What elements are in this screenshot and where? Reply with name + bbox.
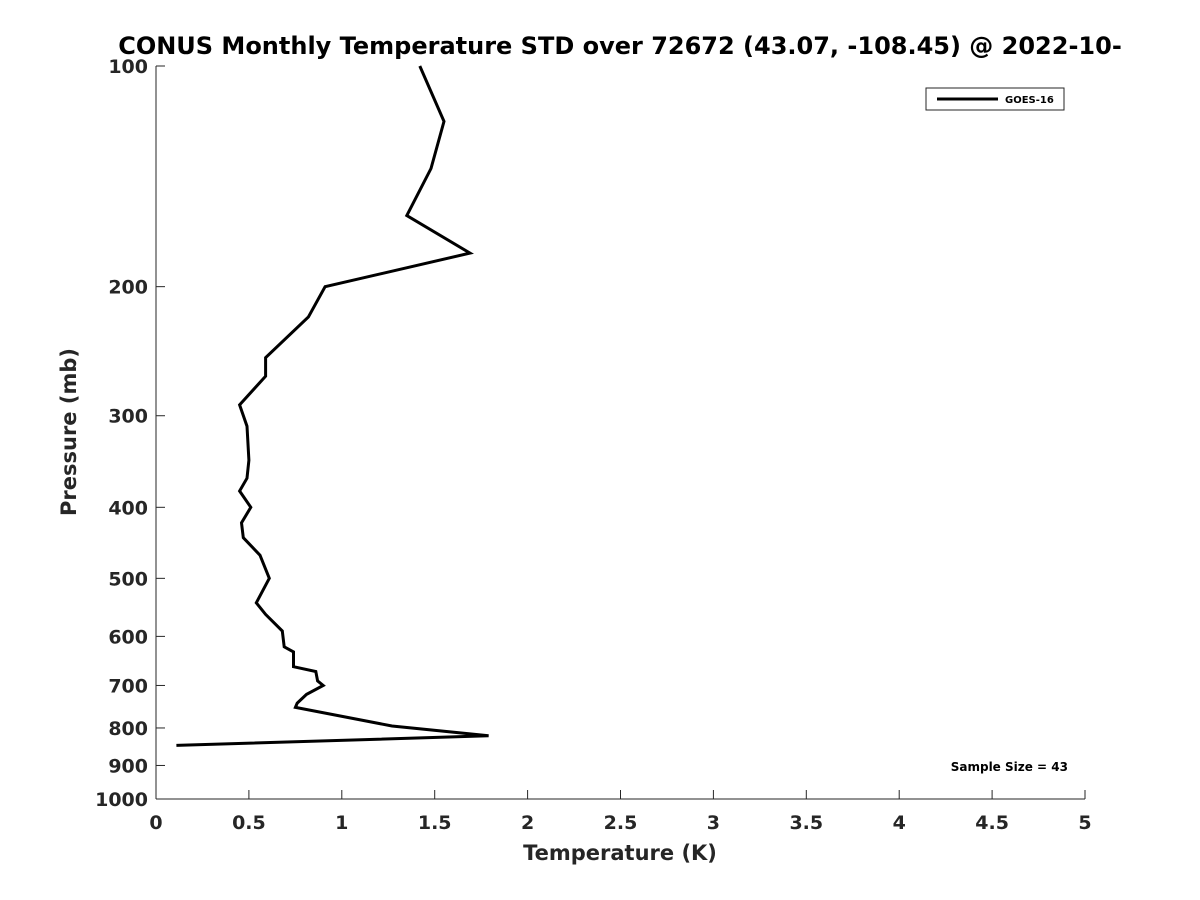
x-tick-label: 4 (893, 812, 906, 834)
legend: GOES-16 (925, 87, 1065, 111)
y-tick-label: 300 (108, 406, 148, 428)
y-tick-label: 500 (108, 568, 148, 590)
x-tick-label: 2.5 (604, 812, 638, 834)
y-tick-label: 200 (108, 277, 148, 299)
x-tick-label: 0 (149, 812, 162, 834)
y-axis-ticks: 100 200 300 400 500 600 700 800 900 1000 (95, 56, 165, 811)
chart-title: CONUS Monthly Temperature STD over 72672… (118, 32, 1122, 60)
y-tick-label: 1000 (95, 789, 148, 811)
x-tick-label: 3.5 (789, 812, 823, 834)
x-axis-label: Temperature (K) (523, 841, 717, 865)
series-line-goes-16 (176, 65, 489, 747)
x-tick-label: 3 (707, 812, 720, 834)
x-tick-label: 1.5 (418, 812, 452, 834)
x-tick-label: 5 (1078, 812, 1091, 834)
y-tick-label: 900 (108, 755, 148, 777)
y-tick-label: 400 (108, 497, 148, 519)
sample-size-annotation: Sample Size = 43 (951, 760, 1068, 774)
legend-label-goes-16: GOES-16 (1005, 95, 1054, 106)
y-axis-label: Pressure (mb) (57, 348, 81, 516)
x-tick-label: 2 (521, 812, 534, 834)
x-tick-label: 4.5 (975, 812, 1009, 834)
y-tick-label: 700 (108, 675, 148, 697)
x-tick-label: 0.5 (232, 812, 266, 834)
y-tick-label: 600 (108, 626, 148, 648)
x-tick-label: 1 (335, 812, 348, 834)
x-axis-ticks: 0 0.5 1 1.5 2 2.5 3 3.5 4 4.5 5 (149, 790, 1092, 834)
y-tick-label: 100 (108, 56, 148, 78)
series-layer (176, 65, 489, 747)
y-tick-label: 800 (108, 718, 148, 740)
